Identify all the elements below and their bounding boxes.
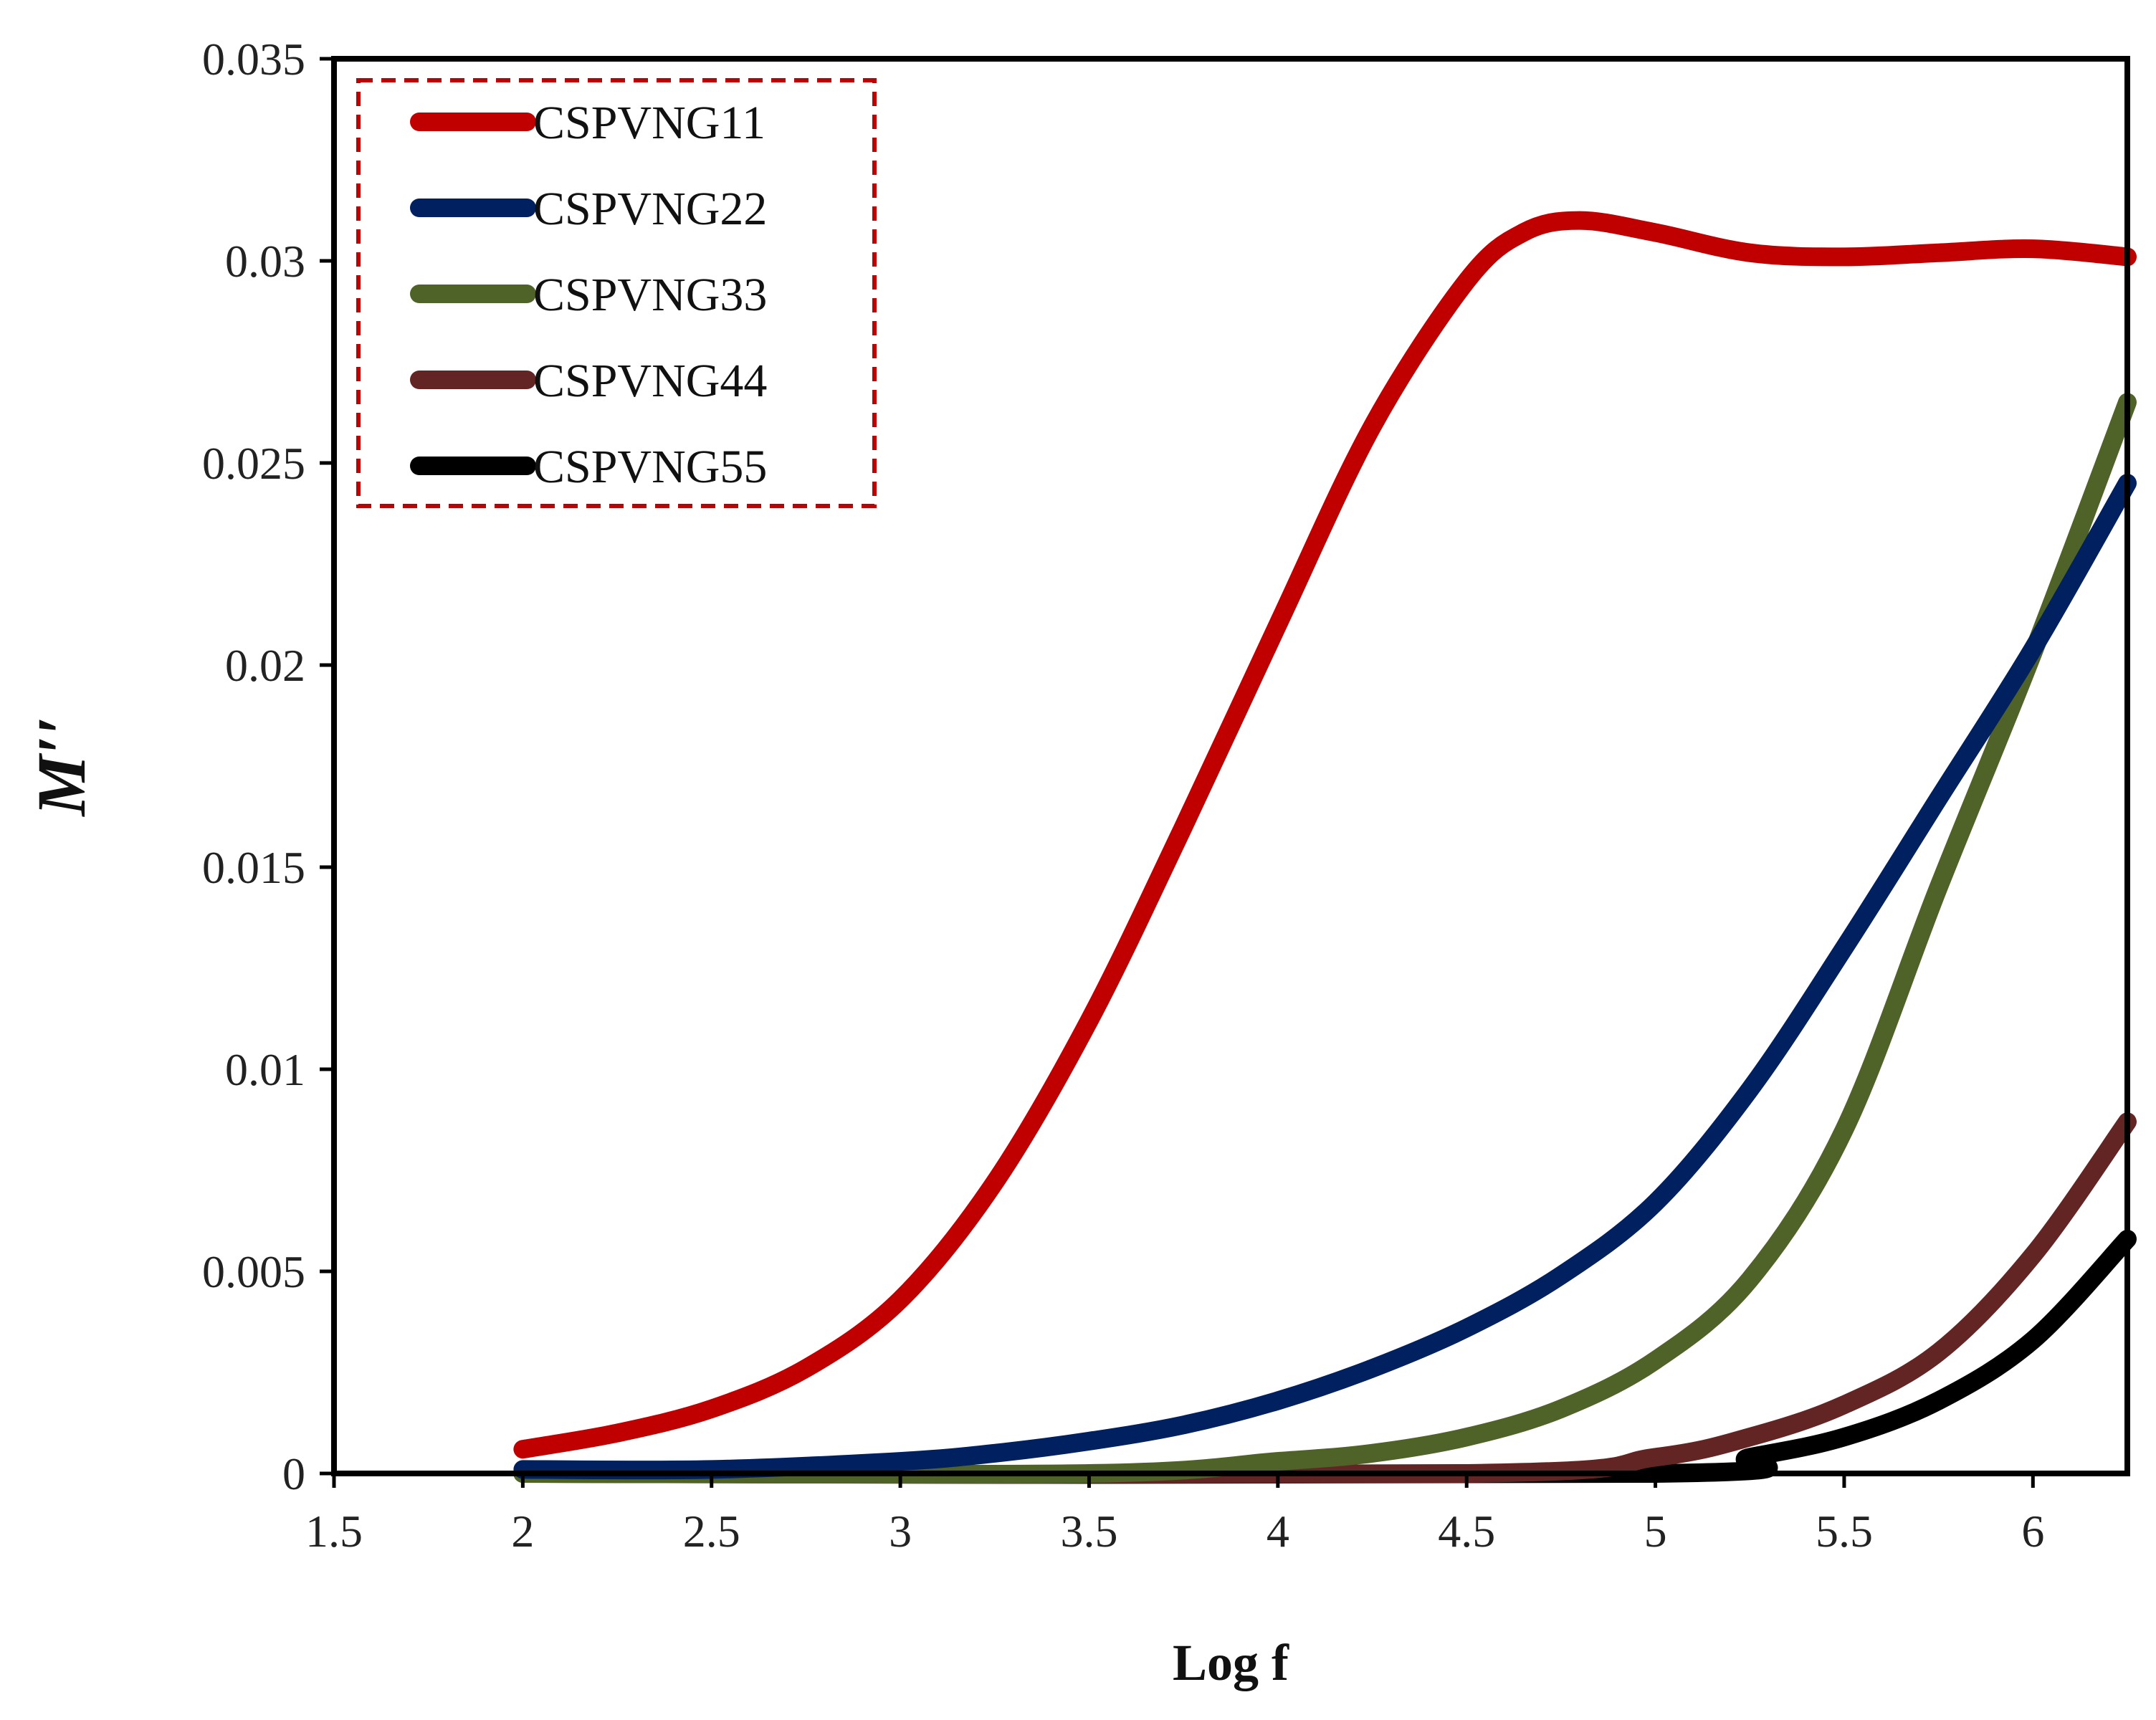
y-tick-label: 0.015	[202, 842, 305, 893]
series-line-cspvng22	[513, 474, 2137, 1480]
series-line-cspvng55	[513, 1229, 2137, 1484]
legend-label: CSPVNG33	[533, 269, 767, 321]
x-tick-label: 1.5	[305, 1506, 363, 1557]
x-tick-label: 5.5	[1816, 1506, 1873, 1557]
y-tick-label: 0.03	[225, 236, 305, 287]
x-tick-label: 4	[1267, 1506, 1289, 1557]
y-tick-label: 0.01	[225, 1044, 305, 1095]
y-tick-label: 0.02	[225, 640, 305, 691]
y-axis-title: M′′	[23, 716, 100, 817]
x-tick-label: 3.5	[1060, 1506, 1117, 1557]
y-tick-label: 0.025	[202, 438, 305, 489]
y-tick-label: 0.035	[202, 34, 305, 85]
x-axis-title: Log f	[1173, 1634, 1289, 1691]
legend-label: CSPVNG44	[533, 355, 767, 407]
x-tick-label: 6	[2021, 1506, 2044, 1557]
series-line-cspvng33	[513, 393, 2137, 1484]
axis-layer: 1.5 2 2.5 3 3.5 4 4.5 5 5.5 6 0 0.005 0.01 0.015 0.02 0…	[202, 34, 2044, 1557]
plot-frame	[331, 56, 2130, 1476]
series-line-cspvng11	[513, 211, 2137, 1459]
legend-label: CSPVNG55	[533, 441, 767, 493]
x-tick-label: 2.5	[683, 1506, 740, 1557]
legend-label: CSPVNG11	[533, 97, 765, 149]
y-tick-label: 0.005	[202, 1246, 305, 1297]
x-tick-label: 2	[511, 1506, 534, 1557]
y-tick-label: 0	[282, 1448, 305, 1499]
x-tick-label: 5	[1644, 1506, 1667, 1557]
x-tick-label: 3	[889, 1506, 912, 1557]
legend: CSPVNG11 CSPVNG22 CSPVNG33 CSPVNG44 CSPVNG55	[356, 78, 877, 508]
legend-label: CSPVNG22	[533, 183, 767, 235]
x-tick-label: 4.5	[1438, 1506, 1495, 1557]
